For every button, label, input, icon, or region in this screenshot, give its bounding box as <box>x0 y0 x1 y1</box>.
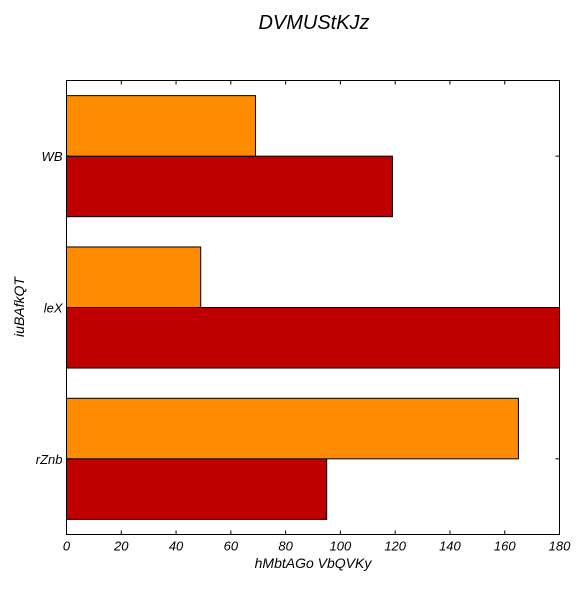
bar-WB-series-2 <box>66 95 256 157</box>
x-tick-label-160: 160 <box>494 539 516 554</box>
bar-leX-series-1 <box>66 307 560 369</box>
x-tick-label-80: 80 <box>278 539 293 554</box>
y-axis-label: iuBAfkQT <box>11 276 27 337</box>
ticks-layer: rZnb leX WB 0 20 40 60 80 100 120 140 160 180 <box>36 80 571 554</box>
x-tick-label-60: 60 <box>224 539 239 554</box>
x-tick-label-100: 100 <box>330 539 352 554</box>
x-tick-label-180: 180 <box>549 539 571 554</box>
y-tick-label-rZnb: rZnb <box>36 452 63 467</box>
bar-leX-series-2 <box>66 246 202 308</box>
bar-rZnb-series-2 <box>66 397 519 460</box>
bar-WB-series-1 <box>66 155 393 218</box>
y-tick-label-leX: leX <box>44 301 64 316</box>
x-axis-label: hMbtAGo VbQVKy <box>255 555 373 571</box>
x-tick-label-40: 40 <box>169 539 184 554</box>
y-tick-label-WB: WB <box>42 149 63 164</box>
chart-title: DVMUStKJz <box>258 12 369 34</box>
plot-frame <box>66 80 560 535</box>
bar-rZnb-series-1 <box>66 458 328 520</box>
x-tick-label-140: 140 <box>439 539 461 554</box>
x-tick-label-0: 0 <box>63 539 71 554</box>
x-tick-label-20: 20 <box>113 539 129 554</box>
x-tick-label-120: 120 <box>384 539 406 554</box>
bars-layer <box>66 95 560 520</box>
